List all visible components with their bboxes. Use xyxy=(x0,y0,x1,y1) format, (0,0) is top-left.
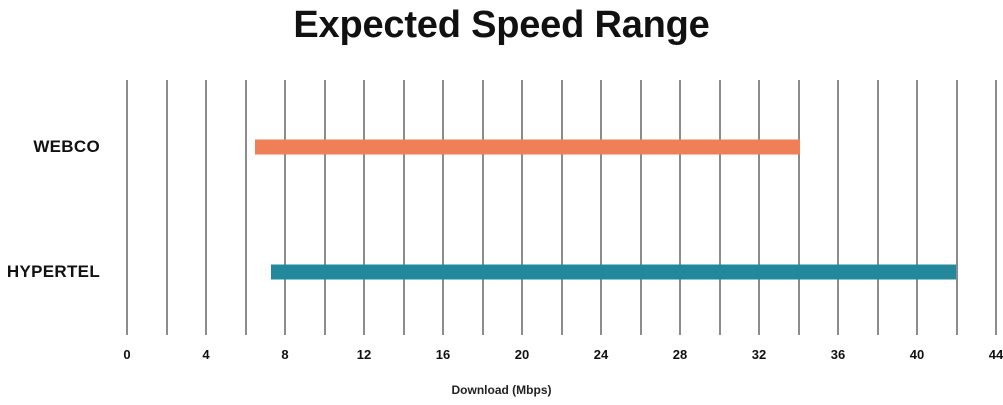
x-tick-label: 24 xyxy=(593,347,609,362)
x-tick-label: 16 xyxy=(435,347,451,362)
gridline xyxy=(916,80,918,335)
x-tick-label: 12 xyxy=(356,347,372,362)
gridline xyxy=(284,80,286,335)
x-axis-title: Download (Mbps) xyxy=(451,383,552,397)
gridline xyxy=(995,80,997,335)
gridline xyxy=(560,80,563,335)
gridline xyxy=(402,80,405,335)
gridline xyxy=(481,80,484,335)
gridline xyxy=(442,80,444,335)
x-tick-label: 4 xyxy=(202,347,210,362)
x-tick-label: 28 xyxy=(672,347,688,362)
gridline xyxy=(600,80,602,335)
x-tick-label: 20 xyxy=(514,347,530,362)
gridline xyxy=(165,80,168,335)
x-tick-label: 0 xyxy=(123,347,131,362)
gridline xyxy=(797,80,800,335)
gridline xyxy=(876,80,879,335)
gridline xyxy=(679,80,681,335)
x-tick-label: 8 xyxy=(281,347,289,362)
x-tick-label: 32 xyxy=(751,347,767,362)
gridline xyxy=(323,80,326,335)
x-tick-label: 44 xyxy=(988,347,1003,362)
gridline xyxy=(955,80,958,335)
gridline xyxy=(126,80,128,335)
x-tick-label: 36 xyxy=(830,347,846,362)
gridline xyxy=(639,80,642,335)
gridline xyxy=(244,80,247,335)
x-tick-label: 40 xyxy=(909,347,925,362)
gridline xyxy=(363,80,365,335)
range-bar-webco[interactable] xyxy=(255,139,801,155)
gridline xyxy=(718,80,721,335)
category-label-hypertel: HYPERTEL xyxy=(6,262,100,281)
gridline xyxy=(205,80,207,335)
gridline xyxy=(837,80,839,335)
gridline xyxy=(758,80,760,335)
chart-title: Expected Speed Range xyxy=(293,4,710,46)
category-label-webco: WEBCO xyxy=(33,137,100,156)
gridline xyxy=(521,80,523,335)
range-bar-hypertel[interactable] xyxy=(271,264,957,280)
